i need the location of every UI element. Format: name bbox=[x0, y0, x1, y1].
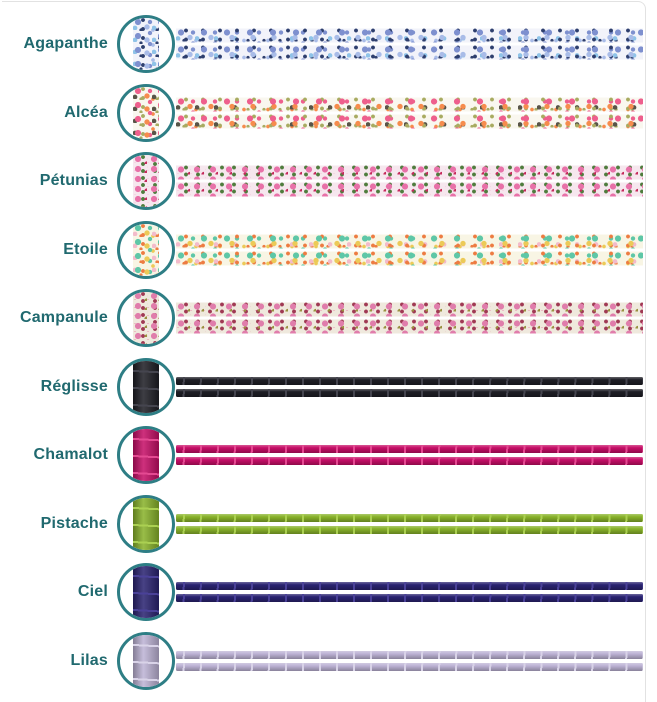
cord-strip-bottom bbox=[176, 662, 643, 671]
product-label: Etoile bbox=[63, 240, 108, 258]
ribbon-strips bbox=[176, 97, 643, 129]
ribbon-strips bbox=[176, 302, 643, 334]
swatch-circle bbox=[117, 15, 175, 74]
product-rows: Agapanthe Alcéa Pétunias Etoile bbox=[0, 10, 657, 695]
ribbon-strips bbox=[176, 165, 643, 197]
cord-strip-bottom bbox=[176, 388, 643, 397]
product-label: Campanule bbox=[19, 309, 108, 327]
product-row-alcea: Alcéa bbox=[0, 79, 657, 148]
ribbon-strip-bottom bbox=[176, 45, 643, 60]
swatch-circle bbox=[117, 357, 175, 416]
cord-strip-bottom bbox=[176, 457, 643, 466]
ribbon-strip-top bbox=[176, 97, 643, 112]
product-label: Ciel bbox=[77, 583, 108, 601]
ribbon-strip-bottom bbox=[176, 251, 643, 266]
cord-strips bbox=[176, 376, 643, 397]
swatch-band bbox=[133, 497, 159, 550]
cord-strips bbox=[176, 513, 643, 534]
product-label: Réglisse bbox=[40, 377, 108, 395]
ribbon-strip-top bbox=[176, 165, 643, 180]
ribbon-strip-bottom bbox=[176, 114, 643, 129]
swatch-band bbox=[133, 429, 159, 482]
swatch-circle bbox=[117, 289, 175, 348]
swatch-band bbox=[133, 18, 159, 71]
product-label: Agapanthe bbox=[23, 35, 108, 53]
product-row-pistache: Pistache bbox=[0, 490, 657, 559]
product-label: Chamalot bbox=[33, 446, 108, 464]
product-label: Pistache bbox=[40, 514, 108, 532]
ribbon-strip-bottom bbox=[176, 319, 643, 334]
product-row-chamalot: Chamalot bbox=[0, 421, 657, 490]
cord-strip-top bbox=[176, 445, 643, 454]
product-label: Pétunias bbox=[39, 172, 108, 190]
product-row-ciel: Ciel bbox=[0, 558, 657, 627]
product-row-reglisse: Réglisse bbox=[0, 353, 657, 422]
product-label: Alcéa bbox=[64, 103, 108, 121]
product-row-lilas: Lilas bbox=[0, 627, 657, 696]
swatch-band bbox=[133, 155, 159, 208]
swatch-band bbox=[133, 292, 159, 345]
cord-strip-top bbox=[176, 582, 643, 591]
cord-strips bbox=[176, 650, 643, 671]
swatch-circle bbox=[117, 494, 175, 553]
swatch-circle bbox=[117, 152, 175, 211]
swatch-band bbox=[133, 566, 159, 619]
product-label: Lilas bbox=[70, 651, 108, 669]
cord-strip-top bbox=[176, 513, 643, 522]
swatch-band bbox=[133, 634, 159, 687]
swatch-circle bbox=[117, 220, 175, 279]
cord-strip-bottom bbox=[176, 525, 643, 534]
swatch-circle bbox=[117, 563, 175, 622]
swatch-band bbox=[133, 223, 159, 276]
cord-strips bbox=[176, 445, 643, 466]
ribbon-strip-top bbox=[176, 28, 643, 43]
ribbon-strips bbox=[176, 28, 643, 60]
ribbon-strip-bottom bbox=[176, 182, 643, 197]
product-row-etoile: Etoile bbox=[0, 216, 657, 285]
swatch-circle bbox=[117, 426, 175, 485]
product-row-agapanthe: Agapanthe bbox=[0, 10, 657, 79]
ribbon-strip-top bbox=[176, 302, 643, 317]
product-row-petunias: Pétunias bbox=[0, 147, 657, 216]
cord-strip-bottom bbox=[176, 594, 643, 603]
ribbon-strips bbox=[176, 234, 643, 266]
swatch-circle bbox=[117, 83, 175, 142]
cord-strip-top bbox=[176, 376, 643, 385]
product-row-campanule: Campanule bbox=[0, 284, 657, 353]
cord-strip-top bbox=[176, 650, 643, 659]
swatch-circle bbox=[117, 631, 175, 690]
swatch-band bbox=[133, 360, 159, 413]
swatch-band bbox=[133, 86, 159, 139]
ribbon-strip-top bbox=[176, 234, 643, 249]
cord-strips bbox=[176, 582, 643, 603]
